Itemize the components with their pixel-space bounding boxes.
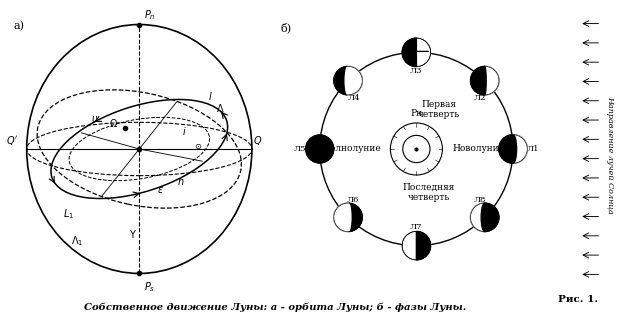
Ellipse shape: [483, 66, 486, 95]
Ellipse shape: [510, 135, 516, 163]
Circle shape: [305, 135, 334, 163]
Text: Рис. 1.: Рис. 1.: [558, 295, 598, 304]
Circle shape: [471, 203, 499, 232]
Ellipse shape: [481, 203, 488, 232]
Wedge shape: [348, 66, 362, 95]
Text: Л4: Л4: [348, 94, 361, 102]
Ellipse shape: [345, 203, 351, 232]
Text: $\Lambda_1$: $\Lambda_1$: [71, 235, 84, 248]
Text: $Q$: $Q$: [253, 134, 262, 147]
Circle shape: [471, 66, 499, 95]
Text: $Q'$: $Q'$: [6, 134, 18, 147]
Text: $n$: $n$: [177, 177, 185, 187]
Circle shape: [499, 135, 527, 163]
Text: $\Omega$: $\Omega$: [109, 117, 118, 129]
Text: б): б): [280, 23, 291, 33]
Circle shape: [305, 135, 334, 163]
Text: Рн: Рн: [410, 109, 423, 118]
Circle shape: [334, 203, 362, 232]
Text: Полнолуние: Полнолуние: [322, 145, 381, 153]
Text: Собственное движение Луны: а - орбита Луны; б - фазы Луны.: Собственное движение Луны: а - орбита Лу…: [85, 303, 466, 312]
Text: $\varepsilon$: $\varepsilon$: [157, 185, 164, 196]
Text: $\odot$: $\odot$: [195, 142, 203, 151]
Text: $P_s$: $P_s$: [144, 281, 155, 294]
Wedge shape: [471, 203, 485, 232]
Text: $\Lambda$: $\Lambda$: [215, 101, 224, 113]
Wedge shape: [402, 38, 416, 67]
Text: а): а): [14, 21, 24, 31]
Circle shape: [402, 38, 431, 67]
Text: $i$: $i$: [182, 125, 187, 137]
Text: Л3: Л3: [410, 67, 423, 75]
Text: Л6: Л6: [347, 196, 359, 204]
Ellipse shape: [345, 66, 351, 95]
Text: $\Upsilon$: $\Upsilon$: [130, 228, 137, 240]
Text: $l$: $l$: [208, 90, 213, 102]
Circle shape: [334, 66, 362, 95]
Circle shape: [334, 203, 362, 232]
Wedge shape: [485, 66, 499, 95]
Circle shape: [471, 203, 499, 232]
Circle shape: [402, 231, 431, 260]
Text: Л1: Л1: [526, 145, 539, 153]
Circle shape: [334, 66, 362, 95]
Text: $P_n$: $P_n$: [144, 8, 156, 22]
Text: Последняя
четверть: Последняя четверть: [403, 183, 455, 202]
Text: Направление лучей Солнца: Направление лучей Солнца: [606, 95, 614, 213]
Text: Л5: Л5: [294, 145, 306, 153]
Wedge shape: [334, 203, 348, 232]
Text: $\upsilon$: $\upsilon$: [91, 114, 98, 124]
Text: Первая
четверть: Первая четверть: [418, 100, 460, 119]
Text: Новолуние: Новолуние: [452, 145, 505, 153]
Wedge shape: [513, 135, 527, 163]
Text: $L_1$: $L_1$: [63, 207, 74, 221]
Text: Л2: Л2: [474, 94, 486, 102]
Circle shape: [499, 135, 527, 163]
Text: Л7: Л7: [410, 223, 423, 231]
Wedge shape: [416, 231, 431, 260]
Text: Л8: Л8: [473, 196, 486, 204]
Circle shape: [471, 66, 499, 95]
